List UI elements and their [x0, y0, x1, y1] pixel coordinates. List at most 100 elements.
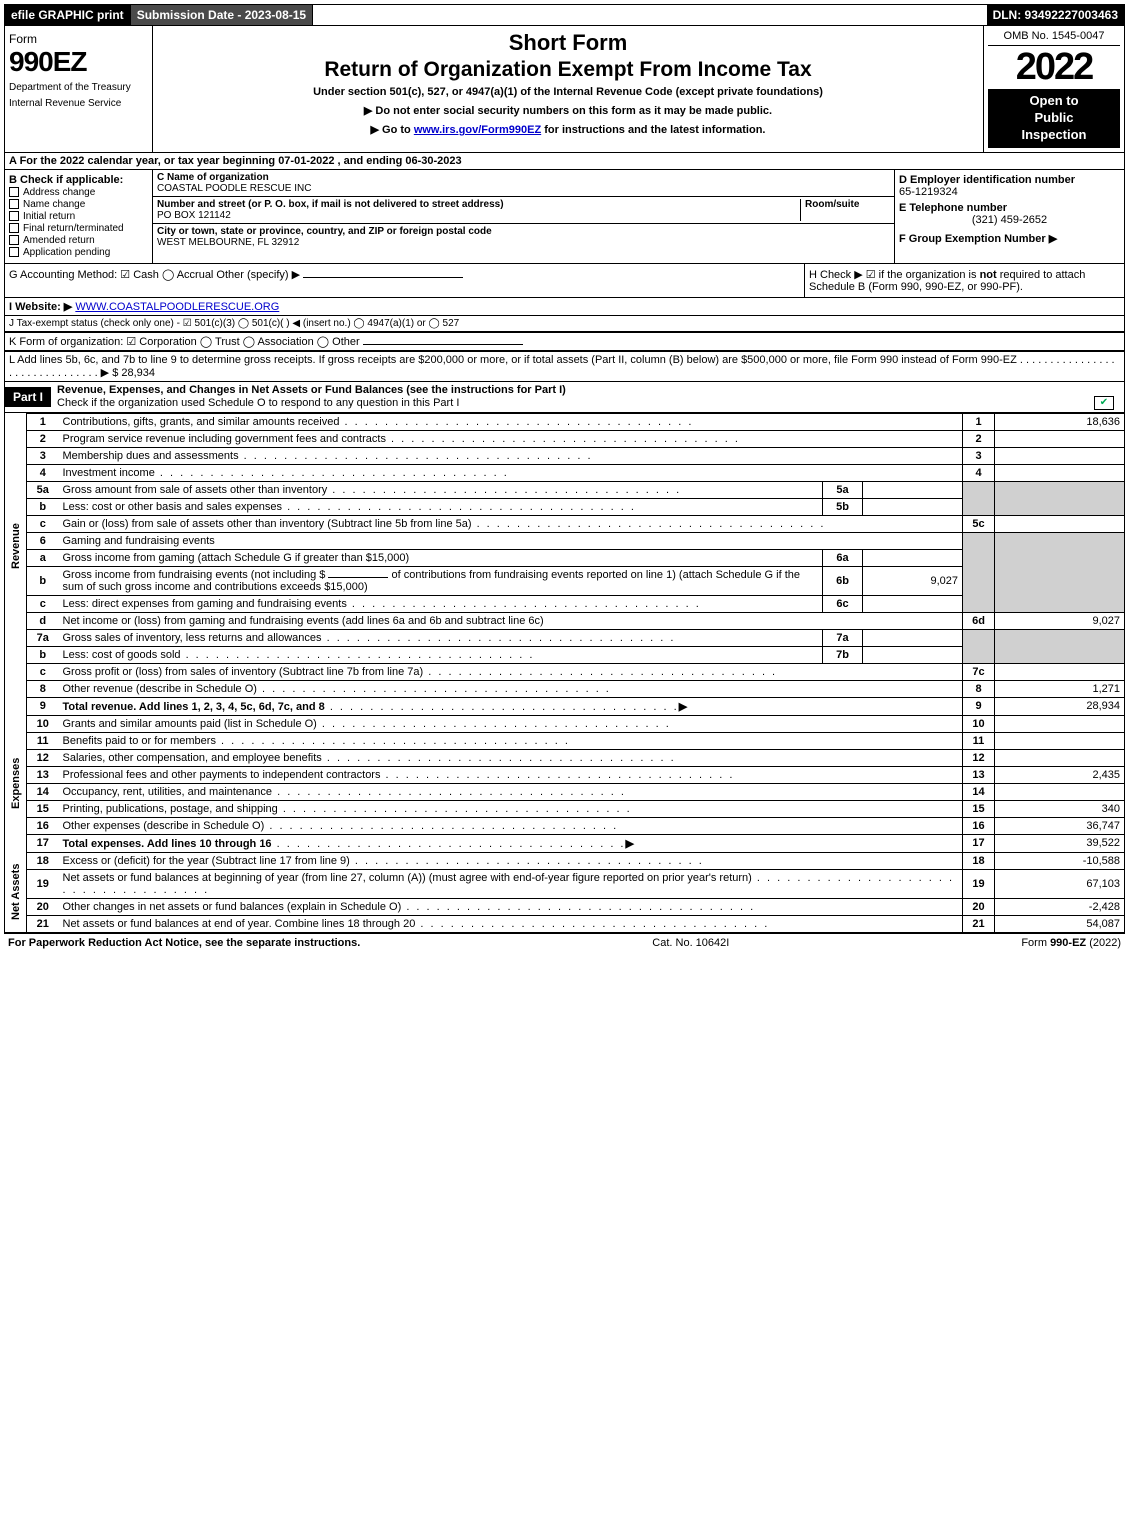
line-j: J Tax-exempt status (check only one) - ☑…: [5, 315, 1124, 331]
ln11-desc: Benefits paid to or for members: [59, 732, 963, 749]
ln8-desc: Other revenue (describe in Schedule O): [59, 680, 963, 697]
check-label: Amended return: [23, 235, 95, 246]
checkbox-icon: [9, 211, 19, 221]
ln9-desc: Total revenue. Add lines 1, 2, 3, 4, 5c,…: [59, 697, 963, 715]
ln11-rno: 11: [963, 732, 995, 749]
check-application-pending[interactable]: Application pending: [9, 247, 148, 258]
ln21-no: 21: [27, 915, 59, 932]
ln19-rno: 19: [963, 869, 995, 898]
grey-cell: [963, 532, 995, 612]
checkbox-icon: [9, 247, 19, 257]
ln12-val: [995, 749, 1125, 766]
note-url-post: for instructions and the latest informat…: [544, 124, 765, 136]
netassets-side-label: Net Assets: [5, 852, 27, 932]
ln11-val: [995, 732, 1125, 749]
ln13-desc: Professional fees and other payments to …: [59, 766, 963, 783]
form-number: 990EZ: [9, 46, 148, 78]
ln7b-sval: [863, 646, 963, 663]
ln1-rno: 1: [963, 413, 995, 430]
ln7c-val: [995, 663, 1125, 680]
ln2-desc: Program service revenue including govern…: [59, 430, 963, 447]
ln6d-no: d: [27, 612, 59, 629]
ln5a-sval: [863, 481, 963, 498]
ln14-val: [995, 783, 1125, 800]
ln6a-no: a: [27, 549, 59, 566]
checkbox-icon: [9, 199, 19, 209]
ln20-no: 20: [27, 898, 59, 915]
expenses-side-label: Expenses: [5, 715, 27, 852]
ln16-rno: 16: [963, 817, 995, 834]
ln9-val: 28,934: [995, 697, 1125, 715]
top-bar: efile GRAPHIC print Submission Date - 20…: [4, 4, 1125, 26]
ln12-desc: Salaries, other compensation, and employ…: [59, 749, 963, 766]
schedule-o-check-icon: [1094, 396, 1114, 410]
street-value: PO BOX 121142: [157, 210, 231, 221]
ln15-no: 15: [27, 800, 59, 817]
ln6c-desc: Less: direct expenses from gaming and fu…: [59, 595, 823, 612]
insp-2: Public: [990, 110, 1118, 127]
org-name: COASTAL POODLE RESCUE INC: [157, 183, 311, 194]
ln12-no: 12: [27, 749, 59, 766]
ln16-desc: Other expenses (describe in Schedule O): [59, 817, 963, 834]
ein-value: 65-1219324: [899, 186, 1120, 198]
ln5b-no: b: [27, 498, 59, 515]
insp-3: Inspection: [990, 127, 1118, 144]
ln10-rno: 10: [963, 715, 995, 732]
ln6d-desc: Net income or (loss) from gaming and fun…: [59, 612, 963, 629]
header-right: OMB No. 1545-0047 2022 Open to Public In…: [984, 26, 1124, 152]
form-header: Form 990EZ Department of the Treasury In…: [4, 26, 1125, 153]
ln15-desc: Printing, publications, postage, and shi…: [59, 800, 963, 817]
check-final-return[interactable]: Final return/terminated: [9, 223, 148, 234]
ln20-val: -2,428: [995, 898, 1125, 915]
ln5b-sval: [863, 498, 963, 515]
check-amended-return[interactable]: Amended return: [9, 235, 148, 246]
grey-cell: [995, 629, 1125, 663]
part1-sub: Check if the organization used Schedule …: [57, 397, 1094, 409]
ein-label: D Employer identification number: [899, 174, 1120, 186]
title-shortform: Short Form: [159, 30, 977, 56]
ln2-rno: 2: [963, 430, 995, 447]
check-name-change[interactable]: Name change: [9, 199, 148, 210]
efile-print-button[interactable]: efile GRAPHIC print: [5, 5, 131, 25]
line-h-not: not: [980, 269, 997, 281]
ln7c-desc: Gross profit or (loss) from sales of inv…: [59, 663, 963, 680]
insp-1: Open to: [990, 93, 1118, 110]
ln18-desc: Excess or (deficit) for the year (Subtra…: [59, 852, 963, 869]
ln7a-sub: 7a: [823, 629, 863, 646]
check-label: Final return/terminated: [23, 223, 124, 234]
ln16-no: 16: [27, 817, 59, 834]
line-g-text: G Accounting Method: ☑ Cash ◯ Accrual Ot…: [9, 269, 300, 281]
ln3-desc: Membership dues and assessments: [59, 447, 963, 464]
ln6b-sval: 9,027: [863, 566, 963, 595]
check-address-change[interactable]: Address change: [9, 187, 148, 198]
ln5a-no: 5a: [27, 481, 59, 498]
check-initial-return[interactable]: Initial return: [9, 211, 148, 222]
ln16-val: 36,747: [995, 817, 1125, 834]
ln17-no: 17: [27, 834, 59, 852]
website-link[interactable]: WWW.COASTALPOODLERESCUE.ORG: [75, 301, 279, 313]
irs-link[interactable]: www.irs.gov/Form990EZ: [414, 124, 541, 136]
ln19-val: 67,103: [995, 869, 1125, 898]
part1-title: Revenue, Expenses, and Changes in Net As…: [51, 382, 1124, 412]
submission-date: Submission Date - 2023-08-15: [131, 5, 313, 25]
room-label: Room/suite: [805, 199, 859, 210]
grey-cell: [995, 532, 1125, 612]
checkbox-icon: [9, 223, 19, 233]
ln7a-no: 7a: [27, 629, 59, 646]
org-name-label: C Name of organization: [157, 172, 269, 183]
ln6b-no: b: [27, 566, 59, 595]
line-i-pre: I Website: ▶: [9, 301, 72, 313]
form-label: Form: [9, 32, 148, 46]
grey-cell: [963, 629, 995, 663]
tel-value: (321) 459-2652: [899, 214, 1120, 226]
ln7b-desc: Less: cost of goods sold: [59, 646, 823, 663]
ln7b-no: b: [27, 646, 59, 663]
ln18-no: 18: [27, 852, 59, 869]
ln13-rno: 13: [963, 766, 995, 783]
ln5c-desc: Gain or (loss) from sale of assets other…: [59, 515, 963, 532]
ln6b-desc: Gross income from fundraising events (no…: [59, 566, 823, 595]
check-label: Address change: [23, 187, 95, 198]
ln2-no: 2: [27, 430, 59, 447]
ln7a-desc: Gross sales of inventory, less returns a…: [59, 629, 823, 646]
ln9-no: 9: [27, 697, 59, 715]
